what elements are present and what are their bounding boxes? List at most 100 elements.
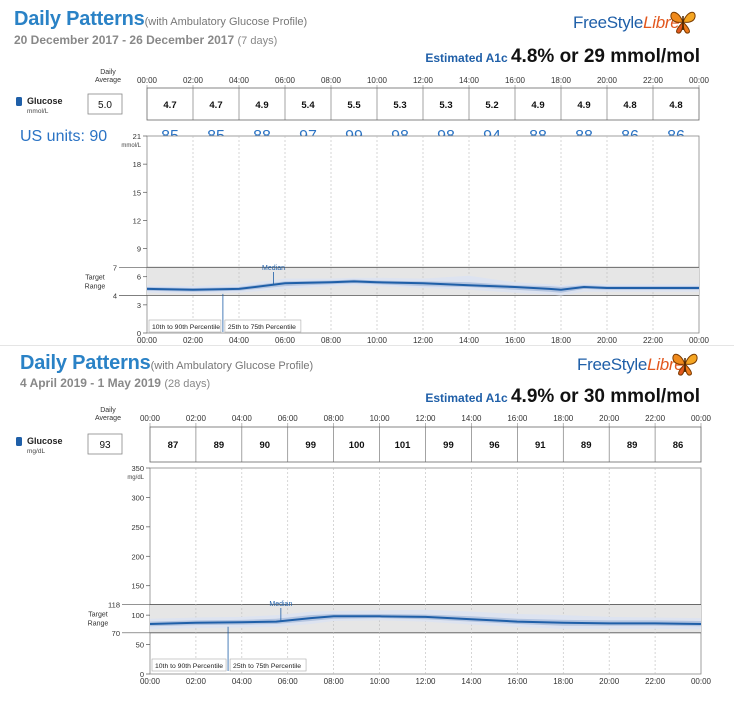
time-tick-top: 18:00 — [553, 414, 574, 423]
a1c-value: 4.8% or 29 mmol/mol — [510, 46, 700, 67]
time-tick-top: 04:00 — [229, 76, 250, 85]
butterfly-icon — [672, 353, 698, 376]
hourly-average-value: 4.7 — [163, 100, 176, 111]
daily-average-header: Daily — [100, 407, 116, 414]
hourly-average-value: 90 — [260, 440, 271, 451]
time-tick-top: 10:00 — [370, 414, 391, 423]
y-tick-label: 15 — [133, 188, 141, 197]
time-tick-bottom: 00:00 — [140, 677, 161, 686]
legend-outer-box — [151, 658, 227, 672]
hourly-average-value: 5.5 — [347, 100, 361, 111]
hourly-average-value: 100 — [349, 440, 365, 451]
report-panel-2019: Daily Patterns(with Ambulatory Glucose P… — [0, 346, 734, 701]
time-tick-top: 16:00 — [505, 76, 526, 85]
daily-average-value: 93 — [99, 440, 111, 451]
y-tick-label: 50 — [136, 641, 144, 650]
plot-area — [149, 467, 702, 675]
hourly-average-value: 5.3 — [439, 100, 452, 111]
unit-label: mg/dL — [27, 448, 45, 455]
time-tick-bottom: 22:00 — [645, 677, 666, 686]
legend-outer-label: 10th to 90th Percentile — [155, 663, 223, 670]
time-tick-bottom: 00:00 — [137, 336, 158, 345]
unit-label: mmol/L — [27, 108, 49, 115]
time-tick-top: 14:00 — [461, 414, 482, 423]
time-tick-top: 18:00 — [551, 76, 572, 85]
daily-average-value: 5.0 — [98, 100, 112, 111]
time-tick-top: 00:00 — [691, 414, 712, 423]
butterfly-icon — [670, 11, 696, 34]
agp-chart-2017: 00:00 00:00 02:00 02:00 04:00 04:00 06:00 06:00… — [16, 69, 710, 345]
glucose-label: Glucose — [27, 436, 63, 446]
y-tick-label: 12 — [133, 216, 141, 225]
y-tick-label: 150 — [131, 582, 144, 591]
time-tick-bottom: 06:00 — [275, 336, 296, 345]
panel-title: Daily Patterns(with Ambulatory Glucose P… — [14, 8, 308, 30]
time-tick-bottom: 18:00 — [551, 336, 572, 345]
hourly-average-value: 89 — [627, 440, 638, 451]
hourly-average-value: 101 — [395, 440, 412, 451]
time-tick-top: 16:00 — [507, 414, 528, 423]
hourly-average-value: 87 — [168, 440, 179, 451]
hourly-average-value: 4.9 — [531, 100, 544, 111]
hourly-average-value: 91 — [535, 440, 546, 451]
time-tick-bottom: 08:00 — [321, 336, 342, 345]
time-tick-bottom: 22:00 — [643, 336, 664, 345]
time-tick-bottom: 18:00 — [553, 677, 574, 686]
days-count: (28 days) — [164, 378, 211, 390]
daily-average-header: Average — [95, 415, 121, 422]
time-tick-bottom: 00:00 — [689, 336, 710, 345]
hourly-average-value: 4.8 — [623, 100, 636, 111]
time-tick-top: 12:00 — [415, 414, 436, 423]
hourly-average-value: 5.4 — [301, 100, 315, 111]
panel-subtitle: (with Ambulatory Glucose Profile) — [144, 16, 308, 28]
target-upper-label: 118 — [108, 601, 120, 610]
legend-inner-box — [229, 658, 307, 672]
time-tick-top: 12:00 — [413, 76, 434, 85]
y-tick-label: 18 — [133, 160, 141, 169]
y-tick-label: 6 — [137, 273, 141, 282]
time-tick-bottom: 08:00 — [324, 677, 345, 686]
time-tick-bottom: 02:00 — [183, 336, 204, 345]
daily-average-box — [87, 93, 123, 115]
hourly-average-value: 4.8 — [669, 100, 682, 111]
y-tick-label: 0 — [140, 670, 144, 679]
time-tick-top: 06:00 — [278, 414, 299, 423]
target-range-label: Target — [88, 612, 108, 619]
hourly-average-value: 86 — [673, 440, 684, 451]
time-tick-top: 22:00 — [645, 414, 666, 423]
target-range-label: Target — [85, 274, 105, 281]
target-range-label: Range — [88, 621, 109, 628]
panel-title: Daily Patterns(with Ambulatory Glucose P… — [20, 352, 314, 374]
legend-inner-label: 25th to 75th Percentile — [233, 663, 301, 670]
legend-inner-box — [224, 319, 302, 333]
time-tick-bottom: 10:00 — [367, 336, 388, 345]
time-tick-top: 04:00 — [232, 414, 253, 423]
time-tick-bottom: 06:00 — [278, 677, 299, 686]
time-tick-bottom: 12:00 — [415, 677, 436, 686]
y-tick-label: 0 — [137, 329, 141, 338]
hourly-average-value: 89 — [581, 440, 592, 451]
time-tick-top: 00:00 — [140, 414, 161, 423]
panel-divider — [0, 345, 734, 346]
target-upper-label: 7 — [113, 263, 117, 272]
time-tick-top: 10:00 — [367, 76, 388, 85]
time-tick-bottom: 16:00 — [507, 677, 528, 686]
time-tick-bottom: 20:00 — [597, 336, 618, 345]
date-range: 4 April 2019 - 1 May 2019 (28 days) — [20, 376, 211, 390]
time-tick-top: 20:00 — [597, 76, 618, 85]
hourly-average-value: 5.3 — [393, 100, 406, 111]
time-tick-bottom: 10:00 — [370, 677, 391, 686]
legend-outer-box — [148, 319, 222, 333]
days-count: (7 days) — [237, 35, 278, 47]
freestyle-libre-logo: FreeStyleLibre — [573, 13, 680, 32]
y-unit-label: mg/dL — [127, 475, 144, 481]
median-annotation: Median — [262, 265, 285, 272]
time-tick-top: 00:00 — [137, 76, 158, 85]
median-annotation: Median — [269, 601, 292, 608]
hourly-average-value: 5.2 — [485, 100, 498, 111]
time-tick-bottom: 00:00 — [691, 677, 712, 686]
time-tick-top: 14:00 — [459, 76, 480, 85]
hourly-average-value: 99 — [305, 440, 316, 451]
time-tick-top: 20:00 — [599, 414, 620, 423]
time-tick-top: 22:00 — [643, 76, 664, 85]
